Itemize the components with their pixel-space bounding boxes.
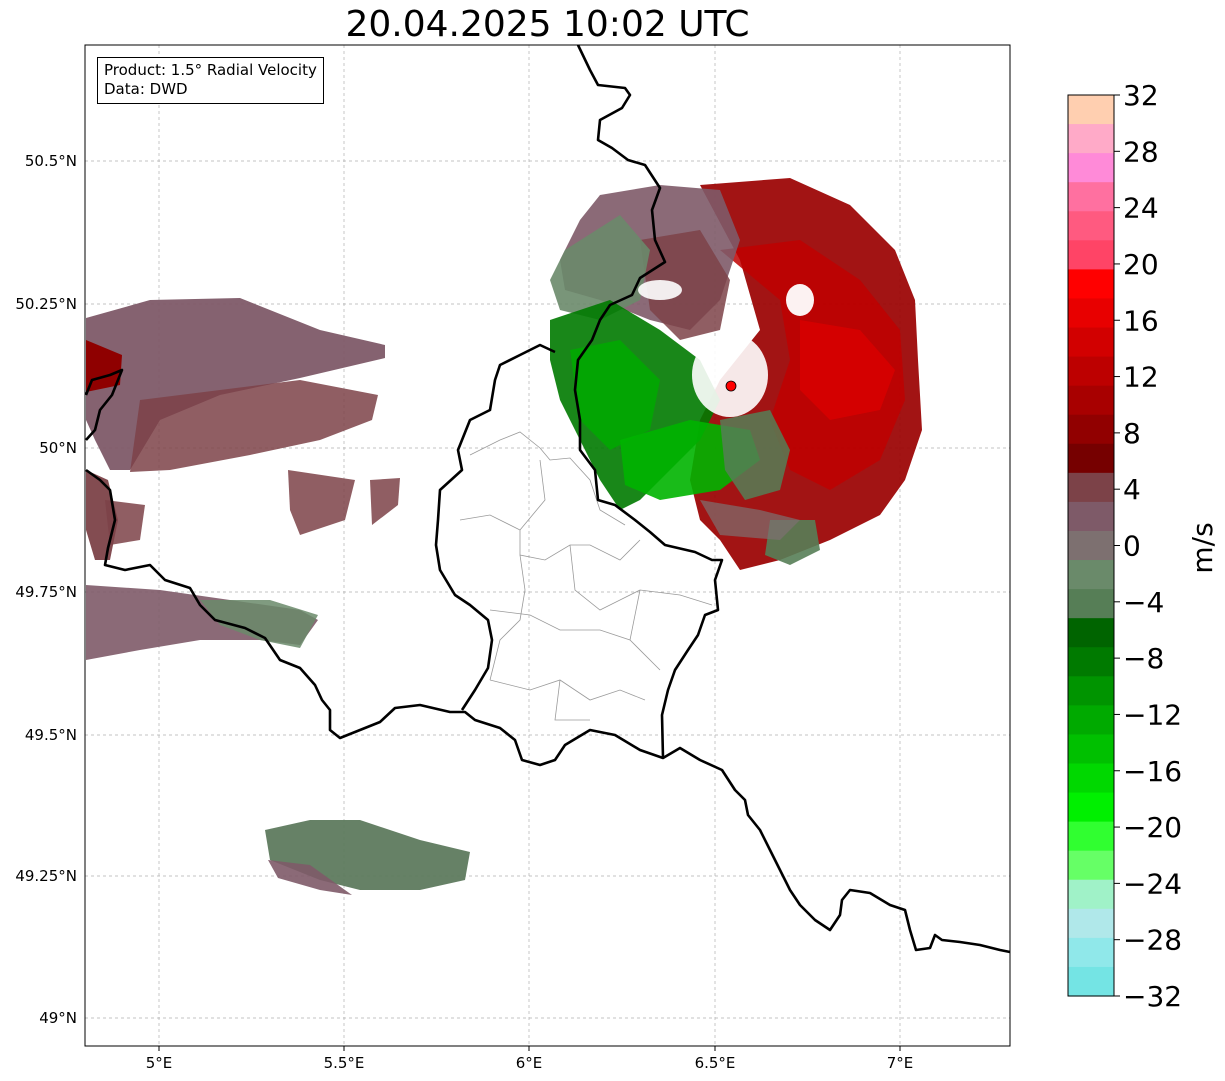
colorbar-band (1068, 443, 1114, 474)
y-tick-label: 49.75°N (15, 583, 77, 601)
x-axis: 5°E 5.5°E 6°E 6.5°E 7°E (146, 1046, 914, 1072)
colorbar-band (1068, 705, 1114, 736)
radar-echo-west (86, 298, 400, 660)
y-tick-label: 49.25°N (15, 867, 77, 885)
canton-borders (459, 431, 713, 721)
colorbar-tick-label: −16 (1123, 755, 1182, 788)
product-label: Product: 1.5° Radial Velocity (104, 61, 317, 79)
colorbar-unit: m/s (1186, 522, 1219, 573)
colorbar-band (1068, 153, 1114, 183)
colorbar-band (1068, 560, 1114, 590)
colorbar-tick-label: −12 (1123, 698, 1182, 731)
colorbar-band (1068, 501, 1114, 532)
colorbar-band (1068, 95, 1114, 125)
x-tick-label: 6°E (516, 1054, 543, 1072)
radar-site-marker (725, 380, 737, 392)
colorbar-tick-label: −20 (1123, 811, 1182, 844)
colorbar-tick-label: 12 (1123, 361, 1159, 394)
colorbar-band (1068, 763, 1114, 794)
colorbar: 32 28 24 20 16 12 8 4 0 −4 −8 −12 −16 −20 −24 −28 −32 m/… (1067, 79, 1219, 1013)
colorbar-band (1068, 298, 1114, 329)
x-tick-label: 5.5°E (324, 1054, 365, 1072)
colorbar-tick-label: −4 (1123, 586, 1164, 619)
colorbar-tick-label: 24 (1123, 192, 1159, 225)
colorbar-band (1068, 211, 1114, 241)
colorbar-band (1068, 618, 1114, 648)
y-tick-label: 49.5°N (25, 726, 77, 744)
colorbar-band (1068, 676, 1114, 706)
colorbar-tick-label: −32 (1123, 980, 1182, 1013)
map-panel (84, 44, 1011, 1047)
colorbar-band (1068, 414, 1114, 445)
y-tick-label: 50°N (39, 439, 77, 457)
colorbar-band (1068, 124, 1114, 154)
colorbar-band (1068, 879, 1114, 910)
colorbar-band (1068, 908, 1114, 939)
colorbar-band (1068, 792, 1114, 823)
colorbar-tick-label: −8 (1123, 642, 1164, 675)
colorbar-band (1068, 327, 1114, 358)
colorbar-band (1068, 240, 1114, 270)
colorbar-band (1068, 472, 1114, 503)
colorbar-band (1068, 589, 1114, 619)
y-tick-label: 50.25°N (15, 295, 77, 313)
data-source-label: Data: DWD (104, 80, 188, 98)
map-title: 20.04.2025 10:02 UTC (345, 4, 750, 45)
x-tick-label: 6.5°E (695, 1054, 736, 1072)
country-borders (84, 44, 1011, 954)
colorbar-band (1068, 530, 1114, 561)
colorbar-tick-label: 8 (1123, 417, 1141, 450)
colorbar-bands (1068, 95, 1114, 997)
colorbar-band (1068, 850, 1114, 881)
y-tick-label: 50.5°N (25, 152, 77, 170)
colorbar-band (1068, 647, 1114, 677)
info-box: Product: 1.5° Radial Velocity Data: DWD (97, 57, 324, 104)
colorbar-band (1068, 937, 1114, 968)
colorbar-ticks: 32 28 24 20 16 12 8 4 0 −4 −8 −12 −16 −20 −24 −28 −32 (1114, 79, 1182, 1013)
colorbar-band (1068, 182, 1114, 212)
colorbar-band (1068, 356, 1114, 387)
colorbar-tick-label: 4 (1123, 473, 1141, 506)
colorbar-band (1068, 734, 1114, 765)
colorbar-band (1068, 821, 1114, 852)
radar-echo-south (265, 820, 470, 895)
colorbar-tick-label: −28 (1123, 924, 1182, 957)
colorbar-tick-label: 20 (1123, 248, 1159, 281)
colorbar-band (1068, 269, 1114, 300)
colorbar-tick-label: 28 (1123, 135, 1159, 168)
y-tick-label: 49°N (39, 1009, 77, 1027)
colorbar-tick-label: 16 (1123, 304, 1159, 337)
y-axis: 50.5°N 50.25°N 50°N 49.75°N 49.5°N 49.25… (15, 152, 77, 1027)
x-tick-label: 7°E (887, 1054, 914, 1072)
colorbar-tick-label: 32 (1123, 79, 1159, 112)
colorbar-band (1068, 385, 1114, 416)
x-tick-label: 5°E (146, 1054, 173, 1072)
colorbar-tick-label: −24 (1123, 867, 1182, 900)
colorbar-band (1068, 966, 1114, 997)
colorbar-tick-label: 0 (1123, 530, 1141, 563)
